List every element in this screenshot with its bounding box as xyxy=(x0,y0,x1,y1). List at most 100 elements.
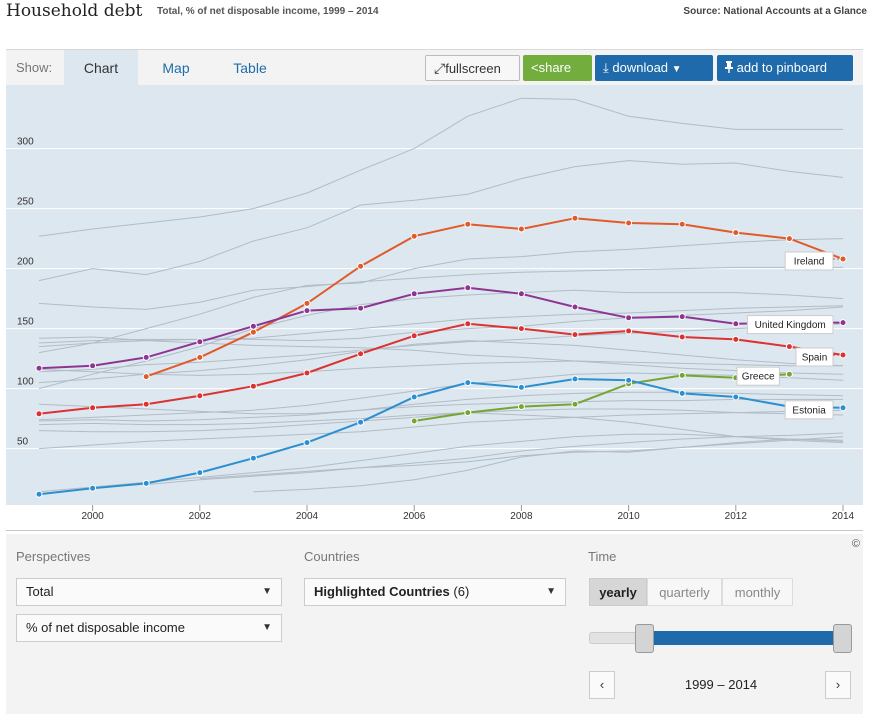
tab-chart[interactable]: Chart xyxy=(64,50,138,86)
data-point xyxy=(196,469,204,477)
time-slider-start-handle[interactable] xyxy=(635,624,654,653)
x-tick-label: 2002 xyxy=(189,511,212,522)
data-point xyxy=(732,320,740,328)
pinboard-label: add to pinboard xyxy=(736,60,827,75)
page-title: Household debt xyxy=(6,1,143,21)
data-point xyxy=(142,400,150,408)
data-point xyxy=(839,319,847,327)
data-point xyxy=(464,220,472,228)
data-point xyxy=(571,214,579,222)
data-point xyxy=(678,389,686,397)
data-point xyxy=(89,484,97,492)
data-point xyxy=(357,350,365,358)
data-point xyxy=(142,479,150,487)
series-label: Greece xyxy=(742,372,775,383)
countries-select-count: (6) xyxy=(453,584,470,599)
data-point xyxy=(89,404,97,412)
data-point xyxy=(517,325,525,333)
data-point xyxy=(410,332,418,340)
chevron-down-icon: ▼ xyxy=(671,64,682,75)
data-point xyxy=(142,373,150,381)
data-point xyxy=(410,232,418,240)
data-point xyxy=(571,331,579,339)
data-point xyxy=(785,343,793,351)
share-label: share xyxy=(538,60,572,75)
fullscreen-button[interactable]: ⤢fullscreen xyxy=(425,55,520,81)
data-point xyxy=(410,393,418,401)
add-to-pinboard-button[interactable]: add to pinboard xyxy=(717,55,853,81)
data-point xyxy=(196,392,204,400)
background-series-line xyxy=(253,438,844,493)
background-series-line xyxy=(38,372,844,421)
data-point xyxy=(571,303,579,311)
perspectives-heading: Perspectives xyxy=(16,549,91,564)
share-icon: < xyxy=(531,60,539,75)
data-point xyxy=(785,235,793,243)
y-tick-label: 300 xyxy=(17,137,34,148)
data-point xyxy=(249,382,257,390)
data-point xyxy=(839,404,847,412)
data-point xyxy=(196,353,204,361)
axis-band xyxy=(6,505,863,531)
share-button[interactable]: <share xyxy=(523,55,592,81)
data-point xyxy=(678,313,686,321)
unit-select[interactable]: % of net disposable income ▼ xyxy=(16,614,282,642)
data-point xyxy=(303,369,311,377)
x-tick-label: 2014 xyxy=(832,511,855,522)
tab-map[interactable]: Map xyxy=(162,60,190,76)
data-point xyxy=(732,393,740,401)
time-tab-yearly[interactable]: yearly xyxy=(589,578,647,606)
y-tick-label: 100 xyxy=(17,377,34,388)
y-tick-label: 50 xyxy=(17,437,29,448)
time-slider-end-handle[interactable] xyxy=(833,624,852,653)
data-point xyxy=(678,333,686,341)
series-label: Spain xyxy=(802,353,828,364)
data-point xyxy=(571,375,579,383)
series-label: Ireland xyxy=(794,257,825,268)
background-series-line xyxy=(38,160,844,282)
data-point xyxy=(732,335,740,343)
data-point xyxy=(678,371,686,379)
background-series-line xyxy=(38,289,844,390)
download-button[interactable]: ⤓ download ▼ xyxy=(595,55,713,81)
data-point xyxy=(303,299,311,307)
background-series-line xyxy=(38,433,844,493)
chevron-down-icon: ▼ xyxy=(262,586,272,597)
time-slider-range xyxy=(645,631,841,645)
background-series-line xyxy=(38,340,844,384)
data-point xyxy=(464,284,472,292)
series-label-box xyxy=(784,251,834,271)
perspective-select[interactable]: Total ▼ xyxy=(16,578,282,606)
background-series-line xyxy=(146,432,844,486)
data-point xyxy=(464,320,472,328)
countries-select[interactable]: Highlighted Countries (6) ▼ xyxy=(304,578,566,606)
series-label-box xyxy=(795,347,834,367)
data-point xyxy=(625,376,633,384)
data-point xyxy=(785,370,793,378)
background-series-line xyxy=(38,409,844,450)
time-tab-quarterly[interactable]: quarterly xyxy=(647,578,722,606)
data-point xyxy=(625,327,633,335)
data-point xyxy=(410,417,418,425)
series-line xyxy=(414,373,790,422)
series-line xyxy=(145,217,844,378)
download-icon: ⤓ xyxy=(603,60,609,75)
data-point xyxy=(89,362,97,370)
x-tick-label: 2012 xyxy=(725,511,748,522)
source-note: Source: National Accounts at a Glance xyxy=(683,6,867,17)
background-series-line xyxy=(38,97,843,237)
data-point xyxy=(249,322,257,330)
data-point xyxy=(410,290,418,298)
x-tick-label: 2004 xyxy=(296,511,319,522)
y-tick-label: 200 xyxy=(17,257,34,268)
time-tab-monthly[interactable]: monthly xyxy=(722,578,793,606)
tab-table[interactable]: Table xyxy=(233,60,267,76)
background-series-line xyxy=(38,360,843,376)
countries-heading: Countries xyxy=(304,549,360,564)
data-point xyxy=(517,383,525,391)
data-point xyxy=(517,290,525,298)
data-point xyxy=(35,364,43,372)
prev-period-button[interactable]: ‹ xyxy=(589,671,615,699)
x-tick-label: 2000 xyxy=(81,511,104,522)
next-period-button[interactable]: › xyxy=(825,671,851,699)
